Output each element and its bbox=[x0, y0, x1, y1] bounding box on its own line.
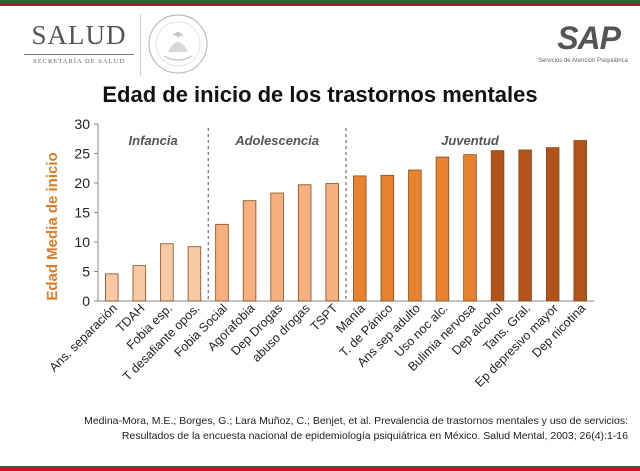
bar bbox=[490, 150, 505, 302]
chart-title: Edad de inicio de los trastornos mentale… bbox=[102, 82, 538, 107]
citation: Medina-Mora, M.E.; Borges, G.; Lara Muño… bbox=[18, 414, 628, 444]
bar bbox=[160, 243, 174, 302]
bar bbox=[353, 175, 367, 302]
bottom-red-band bbox=[0, 468, 640, 471]
bar bbox=[463, 154, 477, 302]
sap-logo: SAP Servicios de Atención Psiquiátrica bbox=[528, 20, 628, 80]
sap-logo-subtitle: Servicios de Atención Psiquiátrica bbox=[537, 58, 628, 64]
group-label: Infancia bbox=[129, 133, 178, 148]
salud-logo-subtitle: SECRETARÍA DE SALUD bbox=[33, 58, 125, 65]
bar bbox=[408, 169, 422, 302]
bar bbox=[518, 149, 532, 302]
y-tick-label: 30 bbox=[74, 116, 90, 132]
bar bbox=[270, 192, 284, 302]
y-tick-label: 20 bbox=[74, 175, 90, 191]
bar bbox=[132, 265, 147, 302]
group-label: Adolescencia bbox=[234, 133, 319, 148]
bar bbox=[573, 140, 587, 302]
y-tick-label: 15 bbox=[74, 205, 90, 221]
y-tick-label: 5 bbox=[82, 264, 90, 280]
citation-line-1: Medina-Mora, M.E.; Borges, G.; Lara Muño… bbox=[84, 415, 628, 427]
bar bbox=[545, 147, 560, 302]
salud-logo-rule bbox=[24, 54, 134, 55]
y-axis-label: Edad Media de inicio bbox=[44, 152, 61, 300]
bar bbox=[242, 200, 257, 302]
bar bbox=[187, 246, 202, 302]
logo-divider bbox=[140, 14, 141, 76]
y-tick-label: 10 bbox=[74, 234, 90, 250]
bar bbox=[380, 174, 395, 302]
bar bbox=[215, 223, 229, 302]
bar-chart: 0 5 10 15 20 25 30 Edad Media de inicio Infancia… bbox=[44, 116, 594, 390]
y-tick-label: 25 bbox=[74, 146, 90, 162]
salud-logo: SALUD SECRETARÍA DE SALUD bbox=[24, 20, 134, 66]
citation-line-2: Resultados de la encuesta nacional de ep… bbox=[121, 430, 628, 442]
salud-logo-title: SALUD bbox=[31, 20, 127, 50]
sap-logo-title: SAP bbox=[557, 20, 621, 56]
mexican-coat-of-arms-icon bbox=[148, 14, 208, 74]
bar bbox=[435, 156, 450, 302]
y-tick-label: 0 bbox=[82, 293, 90, 309]
bar bbox=[325, 183, 339, 302]
bar bbox=[105, 273, 119, 302]
group-label: Juventud bbox=[441, 133, 500, 148]
bottom-green-band bbox=[0, 466, 640, 468]
bar bbox=[297, 184, 312, 302]
x-tick-label: Ans. separación bbox=[47, 301, 120, 374]
top-green-band bbox=[0, 0, 640, 4]
top-red-band bbox=[0, 4, 640, 6]
